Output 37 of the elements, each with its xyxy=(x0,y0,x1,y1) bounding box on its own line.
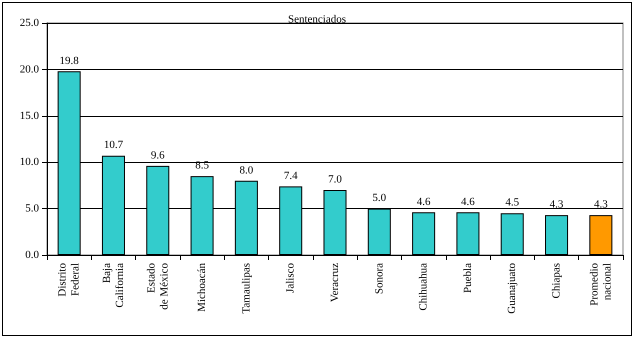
data-label: 4.3 xyxy=(550,198,564,211)
bar xyxy=(589,215,612,255)
data-label: 4.5 xyxy=(505,196,520,209)
data-label: 19.8 xyxy=(60,54,80,67)
x-tick-label: Puebla xyxy=(462,262,474,293)
x-tick-label: Veracruz xyxy=(329,262,341,302)
data-label: 8.0 xyxy=(240,164,254,176)
data-label: 10.7 xyxy=(104,139,124,152)
x-tick-label: Promedio nacional xyxy=(588,262,614,306)
data-label: 7.0 xyxy=(328,174,342,186)
x-tick-label: Guanajuato xyxy=(506,262,518,314)
x-tick-label: Estado de México xyxy=(145,262,170,310)
bar xyxy=(456,212,480,255)
data-label: 5.0 xyxy=(372,192,387,204)
x-tick-label: Baja California xyxy=(100,262,126,308)
y-tick-label: 25.0 xyxy=(20,17,40,29)
chart-title: Sentenciados xyxy=(288,14,346,26)
x-tick-label: Tamaulipas xyxy=(240,263,252,314)
y-tick-label: 5.0 xyxy=(25,202,40,215)
data-label: 4.6 xyxy=(416,196,431,208)
bar xyxy=(500,213,524,255)
x-tick-label: Chiapas xyxy=(550,263,563,298)
data-label: 4.3 xyxy=(594,198,608,211)
data-label: 9.6 xyxy=(150,149,166,162)
y-tick-label: 10.0 xyxy=(20,156,40,168)
data-label: 4.6 xyxy=(461,196,476,208)
bar xyxy=(412,212,436,255)
x-tick-label: Jalisco xyxy=(284,262,297,293)
x-tick-label: Michoacán xyxy=(196,262,208,312)
bar xyxy=(545,215,568,255)
y-tick-label: 15.0 xyxy=(20,110,40,122)
x-tick-label: Sonora xyxy=(373,262,386,294)
y-tick-label: 20.0 xyxy=(20,63,40,76)
x-tick-label: Distrito Federal xyxy=(56,262,82,297)
y-tick-label: 0.0 xyxy=(25,249,40,261)
x-tick-label: Chihuahua xyxy=(418,262,430,311)
data-label: 7.4 xyxy=(284,170,298,182)
